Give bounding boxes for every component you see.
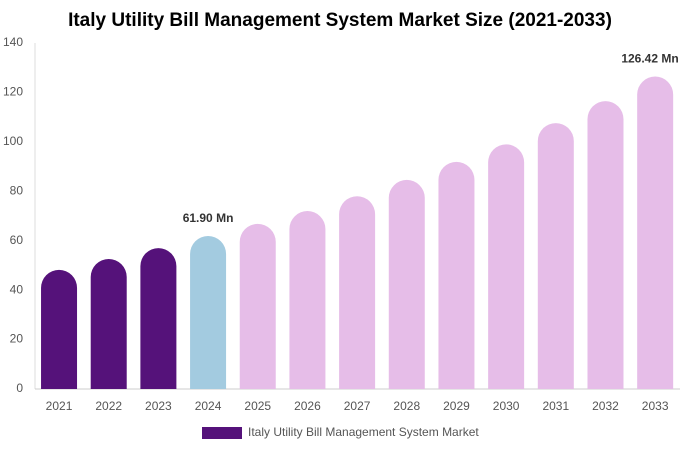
y-tick-label: 60 — [10, 233, 24, 247]
bar — [438, 161, 475, 389]
bar — [587, 101, 624, 389]
x-tick-label: 2028 — [393, 399, 420, 413]
bar — [537, 123, 574, 389]
x-tick-label: 2025 — [244, 399, 271, 413]
bar — [90, 259, 127, 389]
x-tick-label: 2030 — [493, 399, 520, 413]
x-tick-label: 2033 — [642, 399, 669, 413]
bar — [140, 248, 177, 389]
bar — [41, 269, 78, 389]
bar — [190, 236, 227, 389]
y-tick-label: 40 — [10, 282, 24, 296]
y-tick-label: 80 — [10, 183, 24, 197]
x-tick-label: 2029 — [443, 399, 470, 413]
bar — [388, 179, 425, 389]
bar — [289, 211, 326, 389]
x-tick-label: 2027 — [344, 399, 371, 413]
x-tick-label: 2026 — [294, 399, 321, 413]
chart-title: Italy Utility Bill Management System Mar… — [68, 10, 612, 31]
x-tick-label: 2031 — [542, 399, 569, 413]
y-tick-label: 100 — [3, 134, 23, 148]
value-label: 61.90 Mn — [183, 211, 234, 225]
legend-label: Italy Utility Bill Management System Mar… — [248, 425, 479, 439]
y-tick-label: 140 — [3, 35, 23, 49]
x-tick-label: 2032 — [592, 399, 619, 413]
bar — [637, 76, 674, 389]
bar — [339, 196, 376, 389]
bar — [488, 144, 525, 389]
bar — [239, 223, 276, 389]
x-tick-label: 2023 — [145, 399, 172, 413]
legend-swatch — [202, 427, 242, 439]
y-tick-label: 0 — [16, 381, 23, 395]
x-tick-label: 2022 — [95, 399, 122, 413]
y-tick-label: 20 — [10, 332, 24, 346]
value-label: 126.42 Mn — [621, 52, 678, 66]
x-tick-label: 2024 — [195, 399, 222, 413]
y-tick-label: 120 — [3, 85, 23, 99]
x-tick-label: 2021 — [46, 399, 73, 413]
